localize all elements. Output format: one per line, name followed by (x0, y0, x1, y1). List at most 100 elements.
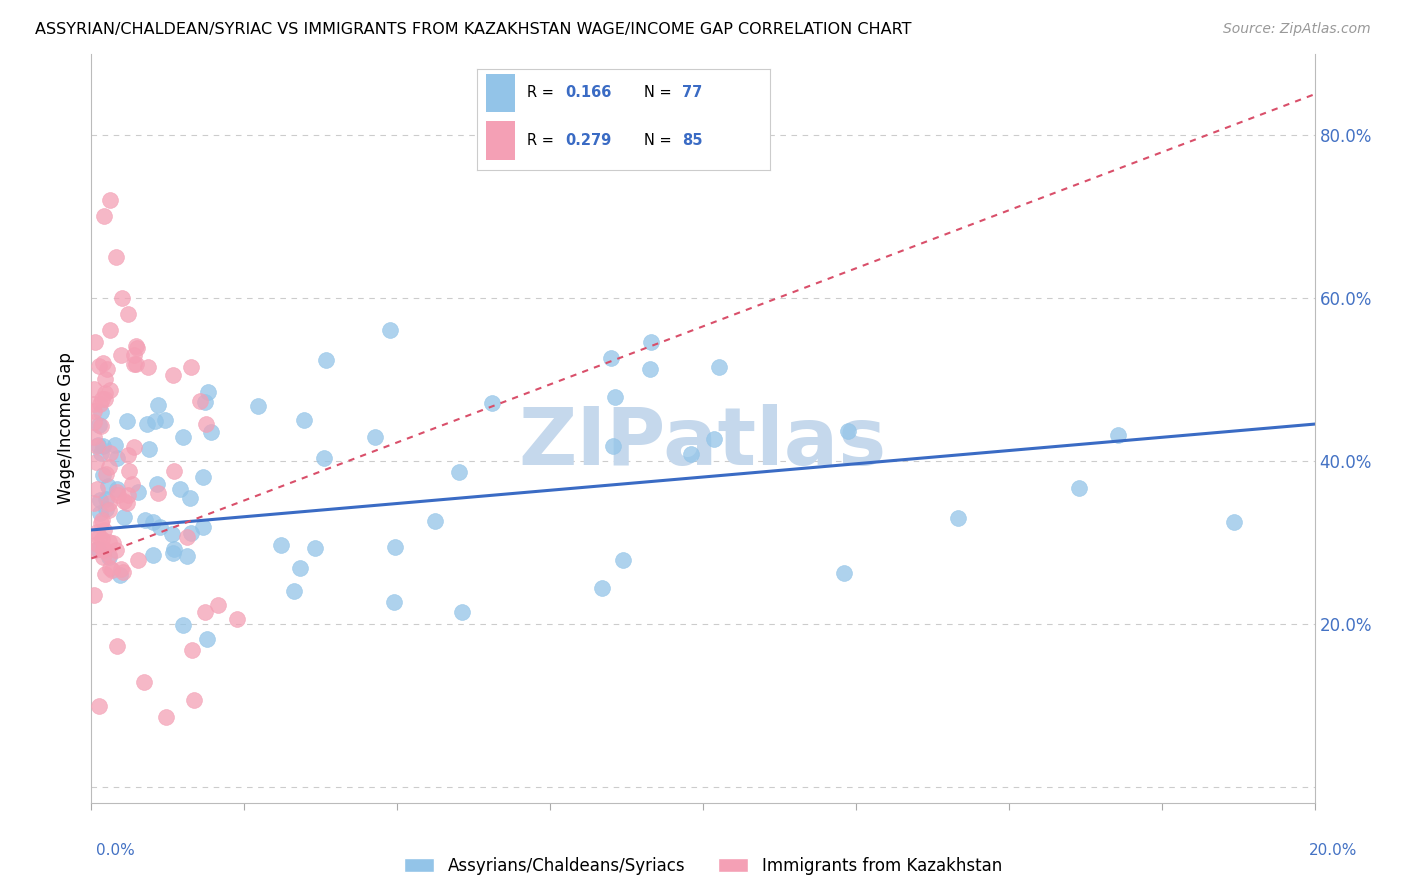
Point (94, 372, 117, 386)
Point (110, 348, 132, 362)
Point (90, 404, 112, 418)
Text: Source: ZipAtlas.com: Source: ZipAtlas.com (1223, 22, 1371, 37)
Point (172, 430, 194, 444)
Point (155, 710, 177, 724)
Point (122, 348, 145, 362)
Point (104, 438, 127, 452)
Point (83, 404, 105, 418)
Point (172, 617, 194, 632)
Point (89, 530, 111, 544)
Point (93, 543, 115, 558)
Point (98, 446, 121, 460)
Point (84, 455, 107, 469)
Point (183, 693, 205, 707)
Point (191, 469, 214, 483)
Point (481, 396, 503, 410)
Point (246, 399, 269, 413)
Point (1223, 515, 1246, 529)
Point (93, 541, 115, 556)
Point (107, 487, 129, 501)
Point (90, 418, 112, 433)
Point (97, 479, 120, 493)
Point (89, 506, 111, 520)
Point (447, 466, 470, 480)
Point (121, 476, 143, 491)
Point (105, 485, 128, 500)
Point (315, 353, 337, 368)
Point (117, 496, 139, 510)
Point (138, 442, 160, 456)
Point (200, 425, 222, 439)
Point (98, 193, 121, 207)
Point (90, 446, 112, 460)
Text: 0.0%: 0.0% (96, 843, 135, 858)
Point (117, 307, 139, 321)
Point (141, 515, 163, 529)
Point (122, 357, 145, 371)
Point (104, 543, 127, 558)
Point (107, 482, 129, 496)
Point (83, 588, 105, 602)
Point (117, 448, 139, 462)
Point (108, 567, 131, 582)
Point (163, 542, 186, 557)
Point (384, 541, 406, 555)
Point (180, 643, 202, 657)
Point (97, 495, 120, 509)
Point (83, 496, 105, 510)
Point (98, 561, 121, 575)
Point (122, 440, 145, 454)
Point (101, 563, 124, 577)
Point (602, 439, 624, 453)
Point (162, 368, 184, 382)
Point (169, 482, 191, 496)
Point (142, 548, 165, 562)
Text: ZIPatlas: ZIPatlas (519, 404, 887, 483)
Point (125, 341, 148, 355)
Point (89, 359, 111, 373)
Point (91, 550, 114, 565)
Point (283, 584, 305, 599)
Point (94, 385, 117, 400)
Point (89, 397, 111, 411)
Point (603, 391, 626, 405)
Point (91, 356, 114, 370)
Point (83, 335, 105, 350)
Point (97, 460, 120, 475)
Point (591, 581, 613, 595)
Point (288, 561, 311, 575)
Point (91, 392, 114, 406)
Point (599, 351, 621, 366)
Point (837, 424, 859, 438)
Point (146, 485, 169, 500)
Point (176, 530, 198, 544)
Point (179, 491, 201, 506)
Point (89, 418, 111, 433)
Point (117, 488, 139, 502)
Point (195, 417, 218, 432)
Point (162, 527, 184, 541)
Point (110, 562, 132, 576)
Point (703, 432, 725, 446)
Point (146, 477, 169, 491)
Point (91, 533, 114, 547)
Point (86, 541, 108, 556)
Point (363, 430, 385, 444)
Point (86, 537, 108, 551)
Point (98, 503, 121, 517)
Point (91, 513, 114, 527)
Point (145, 414, 167, 428)
Point (91, 468, 114, 483)
Point (194, 605, 217, 619)
Point (112, 566, 135, 580)
Point (378, 323, 401, 337)
Point (83, 430, 105, 444)
Point (1067, 481, 1090, 495)
Point (89, 699, 111, 714)
Text: 20.0%: 20.0% (1309, 843, 1357, 858)
Point (96, 467, 118, 482)
Point (707, 359, 730, 374)
Point (382, 595, 405, 609)
Point (103, 535, 125, 549)
Point (115, 414, 138, 428)
